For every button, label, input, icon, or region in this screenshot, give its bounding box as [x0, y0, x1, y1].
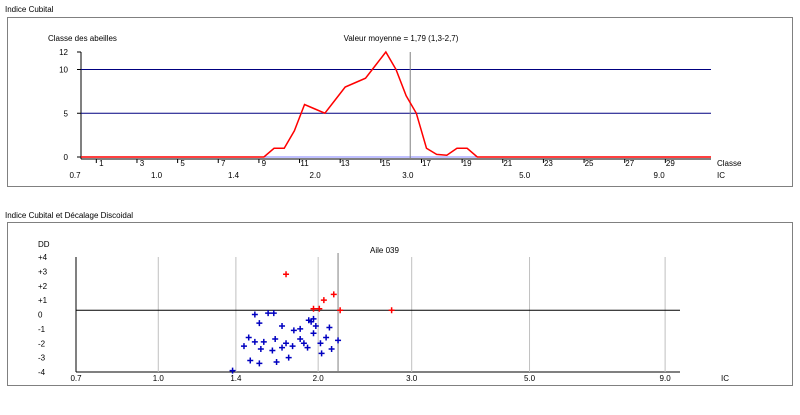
scatter-point: [260, 338, 267, 345]
y-axis-title: Classe des abeilles: [48, 34, 117, 43]
ic-tick-label: 1.4: [230, 374, 242, 383]
scatter-point: [270, 310, 277, 317]
ic-tick-label: 1.4: [228, 171, 240, 180]
scatter-point: [335, 337, 342, 344]
y-tick-label: 10: [59, 66, 68, 75]
scatter-point: [290, 327, 297, 334]
scatter-point: [245, 334, 252, 341]
y-tick-label: +2: [38, 282, 48, 291]
y-tick-label: +3: [38, 267, 48, 276]
y-tick-label: 0: [64, 153, 69, 162]
scatter-point: [229, 367, 236, 374]
histogram-section-title: Indice Cubital: [5, 5, 54, 14]
scatter-chart: DD Aile 039 0.7 1.0 1.4 2.0 3.0 5.0 9.0 IC +4 +3 +2 +…: [38, 240, 729, 383]
class-tick-label: 3: [140, 159, 145, 168]
scatter-point: [317, 340, 324, 347]
ic-tick-label: 0.7: [69, 171, 81, 180]
y-tick-label: -4: [38, 368, 46, 377]
ic-tick-label: 2.0: [310, 171, 322, 180]
scatter-point: [256, 360, 263, 367]
ic-tick-label: 3.0: [402, 171, 414, 180]
class-tick-label: 25: [585, 159, 594, 168]
scatter-point: [257, 346, 264, 352]
class-tick-label: 23: [544, 159, 553, 168]
scatter-point: [300, 340, 307, 347]
scatter-point: [297, 325, 304, 332]
scatter-point: [240, 343, 247, 350]
y-tick-label: +4: [38, 253, 48, 262]
y-tick-label: -1: [38, 325, 46, 334]
class-tick-label: 13: [341, 159, 350, 168]
ic-tick-label: 1.0: [153, 374, 165, 383]
scatter-point: [388, 307, 395, 314]
scatter-point: [283, 271, 290, 278]
x-axis-title: IC: [721, 374, 729, 383]
class-tick-label: 21: [503, 159, 512, 168]
scatter-point: [283, 340, 290, 347]
scatter-section-title: Indice Cubital et Décalage Discoidal: [5, 211, 134, 220]
scatter-point: [318, 350, 325, 357]
scatter-point: [247, 357, 254, 364]
y-tick-label: -3: [38, 354, 46, 363]
y-tick-label: +1: [38, 296, 48, 305]
class-tick-label: 9: [262, 159, 267, 168]
ic-tick-label: 5.0: [524, 374, 536, 383]
class-tick-label: 11: [300, 159, 309, 168]
wing-annotation: Aile 039: [370, 246, 399, 255]
scatter-point: [337, 307, 344, 314]
scatter-point: [279, 323, 286, 329]
ic-tick-label: 9.0: [660, 374, 672, 383]
ic-tick-label: 3.0: [406, 374, 418, 383]
scatter-point: [269, 347, 276, 354]
scatter-point: [308, 318, 315, 325]
scatter-point: [285, 354, 292, 361]
histogram-line: [81, 50, 711, 158]
scatter-point: [326, 324, 333, 331]
scatter-point: [289, 343, 296, 350]
scatter-point: [251, 338, 258, 345]
y-tick-label: -2: [38, 339, 46, 348]
scatter-point: [310, 330, 317, 337]
scatter-point: [297, 335, 304, 342]
scatter-point: [273, 358, 280, 365]
class-tick-label: 7: [221, 159, 226, 168]
y-tick-label: 5: [64, 109, 69, 118]
ic-tick-label: 0.7: [70, 374, 82, 383]
scatter-point: [251, 311, 258, 318]
x-axis-title: Classe: [717, 159, 742, 168]
scatter-point: [304, 344, 311, 351]
mean-annotation: Valeur moyenne = 1,79 (1,3-2,7): [344, 34, 459, 43]
class-tick-label: 27: [625, 159, 634, 168]
ic-tick-label: 5.0: [519, 171, 531, 180]
histogram-chart: Classe des abeilles Valeur moyenne = 1,79…: [48, 34, 742, 180]
scatter-point: [272, 335, 279, 342]
secondary-x-axis-title: IC: [717, 171, 725, 180]
y-tick-label: 0: [38, 311, 43, 320]
class-tick-label: 15: [381, 159, 390, 168]
scatter-point: [323, 334, 330, 341]
class-tick-label: 5: [180, 159, 185, 168]
scatter-point: [310, 305, 317, 312]
class-tick-label: 17: [422, 159, 431, 168]
ic-tick-label: 9.0: [654, 171, 666, 180]
y-axis-title: DD: [38, 240, 50, 249]
class-tick-label: 19: [463, 159, 472, 168]
scatter-point: [320, 297, 327, 304]
scatter-point: [328, 346, 335, 352]
y-tick-label: 12: [59, 48, 68, 57]
scatter-point: [279, 344, 286, 351]
scatter-panel: DD Aile 039 0.7 1.0 1.4 2.0 3.0 5.0 9.0 IC +4 +3 +2 +…: [7, 222, 793, 386]
class-tick-label: 1: [99, 159, 104, 168]
scatter-point: [256, 320, 263, 327]
scatter-point: [316, 305, 323, 312]
ic-tick-label: 1.0: [151, 171, 163, 180]
scatter-point: [330, 291, 337, 298]
class-tick-label: 29: [666, 159, 675, 168]
ic-tick-label: 2.0: [313, 374, 325, 383]
scatter-point: [265, 310, 272, 317]
histogram-panel: Classe des abeilles Valeur moyenne = 1,79…: [7, 17, 793, 187]
scatter-point: [312, 323, 319, 329]
